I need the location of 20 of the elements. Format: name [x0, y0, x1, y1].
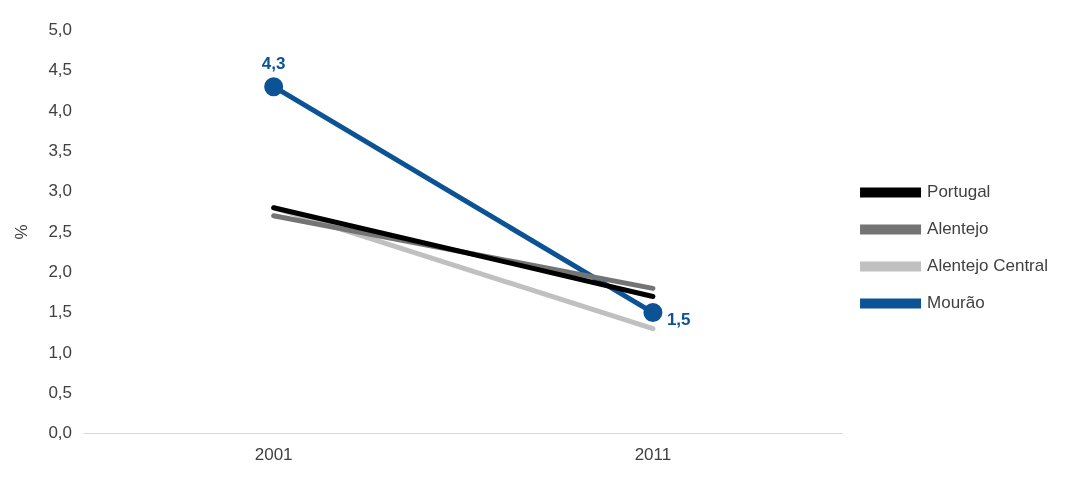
- y-tick-label: 2,5: [48, 221, 73, 241]
- legend-label: Alentejo: [927, 219, 989, 239]
- legend-label: Mourão: [927, 293, 985, 313]
- legend-label: Alentejo Central: [927, 256, 1049, 276]
- y-tick-label: 3,0: [48, 181, 73, 201]
- y-tick-label: 4,5: [48, 60, 73, 80]
- data-label: 4,3: [261, 53, 286, 73]
- y-tick-label: 1,0: [48, 342, 73, 362]
- y-tick-label: 0,5: [48, 382, 73, 402]
- x-tick-label: 2001: [254, 445, 293, 465]
- y-axis-title: %: [11, 224, 31, 240]
- y-tick-label: 2,0: [48, 261, 73, 281]
- legend-label: Portugal: [927, 182, 991, 202]
- y-tick-label: 5,0: [48, 19, 73, 39]
- data-label: 1,5: [666, 310, 691, 330]
- y-tick-label: 0,0: [48, 423, 73, 443]
- x-tick-label: 2011: [634, 445, 672, 465]
- y-tick-label: 3,5: [48, 140, 73, 160]
- y-tick-label: 4,0: [48, 100, 73, 120]
- y-tick-label: 1,5: [48, 302, 73, 322]
